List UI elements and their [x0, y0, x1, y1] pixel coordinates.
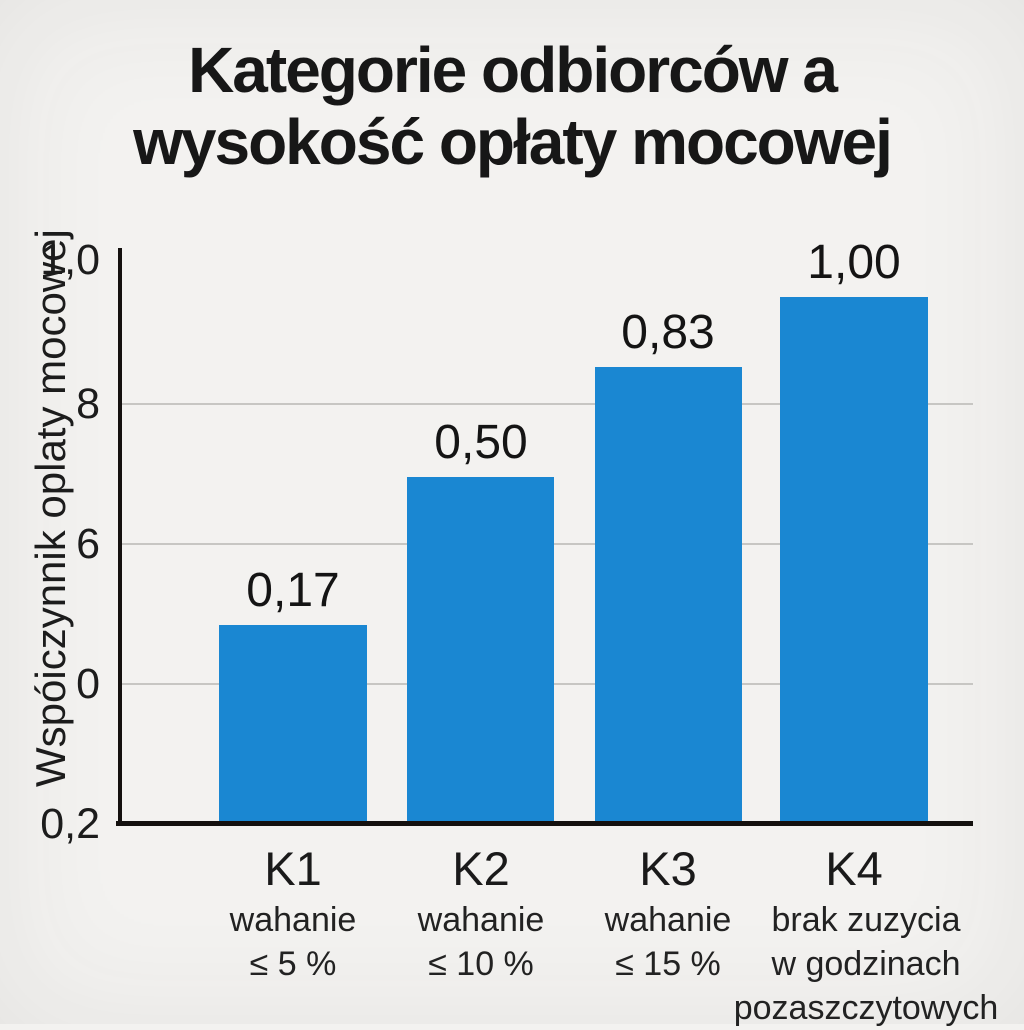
x-sublabel-k2-line1: wahanie — [417, 901, 545, 939]
x-label-k1: K1 — [264, 842, 322, 895]
y-tick-0-6: 6 — [76, 520, 100, 568]
x-sublabel-k3: wahanie ≤ 15 % — [498, 898, 838, 986]
x-sublabel-k4-line2: w godzinach — [771, 945, 961, 983]
x-axis-line — [116, 821, 973, 826]
bar-k4 — [780, 297, 928, 824]
x-sublabel-k2: wahanie ≤ 10 % — [311, 898, 651, 986]
x-sublabel-k3-line2: ≤ 15 % — [615, 945, 721, 983]
x-sublabel-k4: brak zuzycia w godzinach pozaszczytowych — [696, 898, 1024, 1030]
chart-title: Kategorie odbiorców a wysokość opłaty mo… — [0, 34, 1024, 178]
y-tick-0-8: 8 — [76, 380, 100, 428]
bar-k3 — [595, 367, 742, 824]
x-label-k4: K4 — [825, 842, 883, 895]
x-label-k3: K3 — [639, 842, 697, 895]
bar-value-k3: 0,83 — [621, 306, 715, 359]
x-sublabel-k3-line1: wahanie — [604, 901, 732, 939]
chart-title-line2: wysokość opłaty mocowej — [133, 106, 893, 178]
y-tick-1-0: 1,0 — [40, 236, 100, 284]
bar-value-k2: 0,50 — [434, 416, 528, 469]
gridline-0-8 — [122, 403, 973, 405]
bar-value-k4: 1,00 — [807, 236, 901, 289]
bar-k2 — [407, 477, 554, 824]
x-label-k2: K2 — [452, 842, 510, 895]
x-sublabel-k4-line1: brak zuzycia — [771, 901, 961, 939]
x-sublabel-k4-line3: pozaszczytowych — [733, 989, 999, 1027]
y-axis-line — [118, 248, 122, 826]
y-tick-0-2: 0,2 — [40, 800, 100, 848]
bar-k1 — [219, 625, 367, 824]
x-sublabel-k2-line2: ≤ 10 % — [428, 945, 534, 983]
bar-value-k1: 0,17 — [246, 564, 340, 617]
x-sublabel-k1-line1: wahanie — [229, 901, 357, 939]
x-sublabel-k1-line2: ≤ 5 % — [249, 945, 337, 983]
x-sublabel-k1: wahanie ≤ 5 % — [123, 898, 463, 986]
chart-title-line1: Kategorie odbiorców a — [188, 34, 838, 106]
y-tick-0-4: 0 — [76, 660, 100, 708]
